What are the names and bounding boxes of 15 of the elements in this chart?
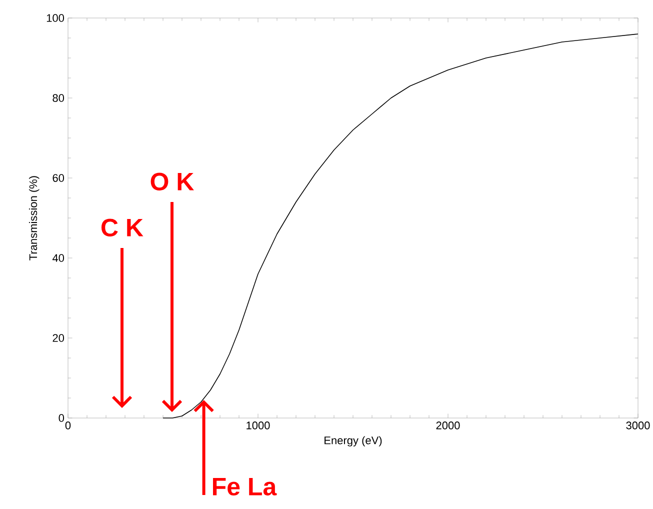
- y-tick-label: 60: [52, 174, 64, 182]
- y-axis-title: Transmission (%): [29, 176, 40, 260]
- annotation: Fe La: [213, 478, 277, 496]
- y-tick-label: 80: [52, 94, 64, 102]
- y-tick-label: 20: [52, 334, 64, 342]
- annotation: C K: [101, 218, 144, 236]
- x-tick-label: 1000: [246, 422, 270, 430]
- x-tick-label: 3000: [626, 422, 650, 430]
- y-tick-label: 100: [46, 14, 64, 22]
- y-tick-label: 0: [58, 414, 64, 422]
- annotation: O K: [150, 172, 194, 190]
- x-tick-label: 2000: [436, 422, 460, 430]
- x-axis-title: Energy (eV): [324, 436, 382, 446]
- y-tick-label: 40: [52, 254, 64, 262]
- x-tick-label: 0: [65, 422, 71, 430]
